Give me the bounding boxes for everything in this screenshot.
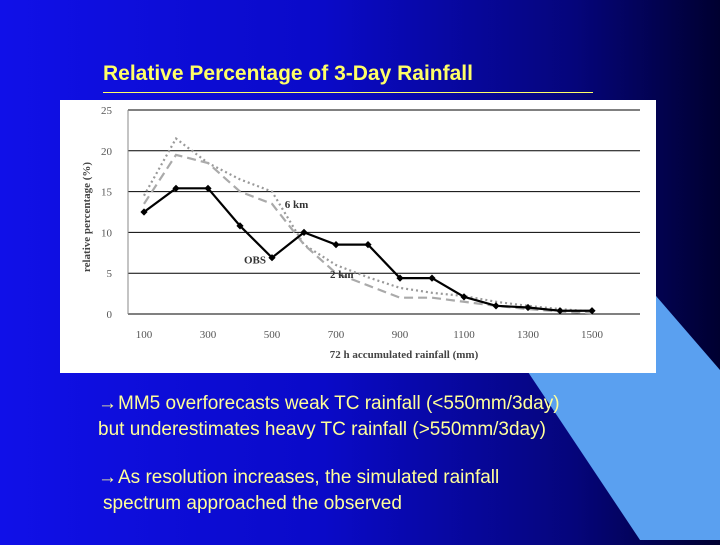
x-tick-label: 1100 (453, 329, 475, 341)
x-tick-label: 1300 (517, 329, 540, 341)
x-tick-label: 500 (264, 329, 281, 341)
rainfall-chart: 0 5 10 15 20 25 100 300 500 700 900 1100 1300 1500 72 … (81, 105, 640, 361)
obs-data-point (428, 274, 436, 282)
chart-container: 0 5 10 15 20 25 100 300 500 700 900 1100 1300 1500 72 … (60, 100, 656, 373)
obs-data-point (204, 184, 212, 192)
x-tick-label: 700 (328, 329, 345, 341)
obs-data-point (556, 307, 564, 315)
obs-data-point (268, 254, 276, 262)
y-tick-label: 5 (107, 268, 113, 280)
obs-data-point (300, 228, 308, 236)
x-axis-label: 72 h accumulated rainfall (mm) (330, 349, 479, 361)
obs-data-point (172, 184, 180, 192)
x-tick-label: 100 (136, 329, 153, 341)
y-tick-label: 10 (101, 227, 113, 239)
bullet-1-line-2: but underestimates heavy TC rainfall (>5… (98, 419, 546, 440)
x-tick-label: 1500 (581, 329, 604, 341)
y-tick-label: 20 (101, 146, 113, 158)
x-tick-label: 300 (200, 329, 217, 341)
bullet-1-line-1: →MM5 overforecasts weak TC rainfall (<55… (98, 392, 560, 416)
y-tick-label: 15 (101, 187, 113, 199)
obs-data-point (396, 274, 404, 282)
arrow-icon: → (98, 467, 117, 488)
series-line-2-km (143, 153, 593, 315)
obs-data-point (364, 241, 372, 249)
annotation-6km: 6 km (285, 199, 309, 211)
obs-data-point (492, 302, 500, 310)
annotation-2km: 2 km (330, 269, 354, 281)
annotation-obs: OBS (244, 254, 266, 266)
title-underline (103, 92, 593, 93)
obs-data-point (332, 241, 340, 249)
series-line-6-km (143, 136, 593, 313)
obs-data-point (140, 208, 148, 216)
obs-data-point (460, 293, 468, 301)
y-axis-label: relative percentage (%) (81, 162, 93, 272)
y-tick-label: 25 (101, 105, 113, 117)
bullet-2-text: As resolution increases, the simulated r… (118, 467, 500, 488)
bullet-2-line-1: →As resolution increases, the simulated … (98, 466, 499, 490)
x-tick-label: 900 (392, 329, 409, 341)
slide-title: Relative Percentage of 3-Day Rainfall (103, 62, 473, 85)
bullet-2-line-2: spectrum approached the observed (103, 493, 402, 514)
bullet-1-text: MM5 overforecasts weak TC rainfall (<550… (118, 393, 560, 414)
obs-data-point (236, 222, 244, 230)
arrow-icon: → (98, 393, 117, 414)
y-tick-label: 0 (107, 309, 113, 321)
series-line-obs (143, 187, 592, 312)
